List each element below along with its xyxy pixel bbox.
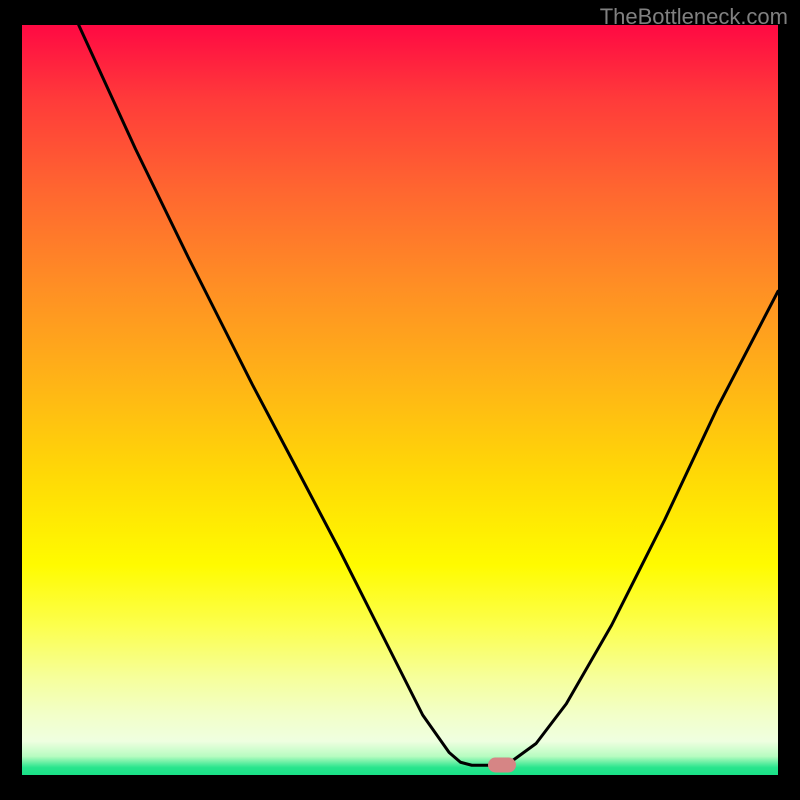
optimal-point-marker <box>488 758 516 773</box>
watermark-text: TheBottleneck.com <box>600 4 788 30</box>
bottleneck-chart <box>22 25 778 775</box>
bottleneck-curve <box>22 25 778 775</box>
